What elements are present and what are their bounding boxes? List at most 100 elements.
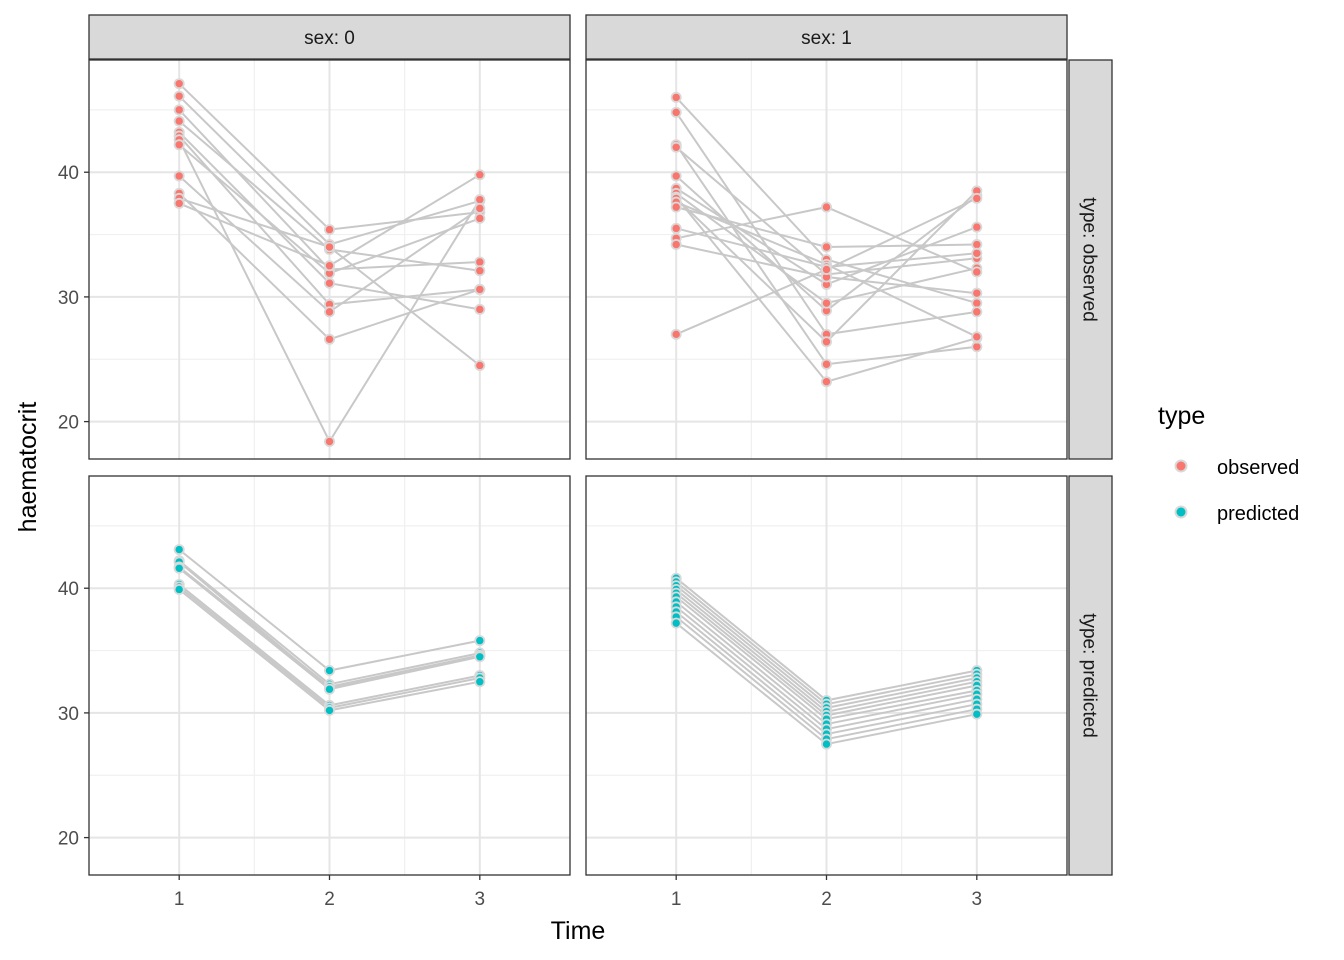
strip-background [1068, 475, 1113, 876]
data-point [821, 336, 833, 348]
data-point [323, 436, 335, 448]
data-point [971, 192, 983, 204]
data-point [670, 170, 682, 182]
data-point [173, 78, 185, 90]
data-point [323, 277, 335, 289]
x-tick-label: 2 [821, 889, 832, 910]
data-point [474, 676, 486, 688]
data-point [173, 104, 185, 116]
data-point [474, 283, 486, 295]
data-point [821, 263, 833, 275]
x-tick-label: 2 [324, 889, 335, 910]
panels [88, 59, 1068, 876]
data-point [821, 297, 833, 309]
data-point [971, 266, 983, 278]
data-point [323, 665, 335, 677]
strip-background [585, 14, 1068, 60]
column-strip-sex-0: sex: 0 [88, 14, 571, 60]
data-point [670, 239, 682, 251]
legend-label-observed: observed [1217, 457, 1299, 479]
data-point [173, 562, 185, 574]
row-strip-predicted: type: predicted [1068, 475, 1113, 876]
data-point [173, 90, 185, 102]
panel-observed-sex-1 [585, 59, 1068, 460]
data-point [474, 212, 486, 224]
data-point [323, 683, 335, 695]
strip-background [88, 14, 571, 60]
data-point [474, 256, 486, 268]
row-strip-observed: type: observed [1068, 59, 1113, 460]
data-point [474, 265, 486, 277]
data-point [670, 91, 682, 103]
strip-background [1068, 59, 1113, 460]
y-tick-label: 20 [58, 829, 79, 850]
panel-predicted-sex-1 [585, 475, 1068, 876]
panel-border [585, 59, 1068, 460]
data-point [971, 287, 983, 299]
y-tick-label: 30 [58, 704, 79, 725]
data-point [971, 297, 983, 309]
strip-label: sex: 0 [304, 28, 355, 49]
x-tick-label: 1 [174, 889, 185, 910]
data-point [323, 260, 335, 272]
y-tick-label: 40 [58, 579, 79, 600]
data-point [971, 306, 983, 318]
strip-label: type: observed [1079, 197, 1100, 322]
data-point [323, 704, 335, 716]
data-point [173, 583, 185, 595]
data-point [474, 635, 486, 647]
data-point [670, 222, 682, 234]
axes: 20 30 40 20 30 40 1 2 3 1 2 3 [58, 163, 982, 910]
data-point [323, 241, 335, 253]
data-point [474, 359, 486, 371]
data-point [971, 239, 983, 251]
panel-observed-sex-0 [88, 59, 571, 460]
data-point [323, 306, 335, 318]
x-tick-label: 3 [972, 889, 983, 910]
data-point [670, 106, 682, 118]
data-point [173, 115, 185, 127]
x-axis-title: Time [551, 917, 606, 945]
data-point [821, 358, 833, 370]
data-point [173, 139, 185, 151]
y-tick-label: 20 [58, 413, 79, 434]
x-tick-label: 1 [671, 889, 682, 910]
data-point [173, 544, 185, 556]
data-point [474, 202, 486, 214]
data-point [474, 194, 486, 206]
y-tick-label: 30 [58, 288, 79, 309]
data-point [323, 333, 335, 345]
data-point [821, 201, 833, 213]
data-point [323, 224, 335, 236]
legend-title: type [1158, 402, 1205, 430]
legend: type observed predicted [1158, 402, 1299, 525]
data-point [971, 331, 983, 343]
data-point [474, 651, 486, 663]
strip-label: type: predicted [1079, 613, 1100, 738]
data-point [971, 247, 983, 259]
strip-label: sex: 1 [801, 28, 852, 49]
data-point [670, 141, 682, 153]
data-point [821, 738, 833, 750]
legend-key-observed [1174, 459, 1188, 473]
data-point [474, 169, 486, 181]
data-point [474, 303, 486, 315]
data-point [971, 708, 983, 720]
facet-strips: sex: 0 sex: 1 type: observed type: predicte… [88, 14, 1113, 876]
data-point [821, 376, 833, 388]
y-tick-label: 40 [58, 163, 79, 184]
panel-predicted-sex-0 [88, 475, 571, 876]
legend-key-predicted [1174, 505, 1188, 519]
data-point [971, 221, 983, 233]
data-point [173, 170, 185, 182]
data-point [821, 241, 833, 253]
data-point [670, 201, 682, 213]
data-point [670, 617, 682, 629]
data-point [670, 328, 682, 340]
column-strip-sex-1: sex: 1 [585, 14, 1068, 60]
y-axis-title: haematocrit [14, 402, 42, 533]
panel-border [88, 59, 571, 460]
data-point [971, 341, 983, 353]
legend-label-predicted: predicted [1217, 503, 1299, 525]
